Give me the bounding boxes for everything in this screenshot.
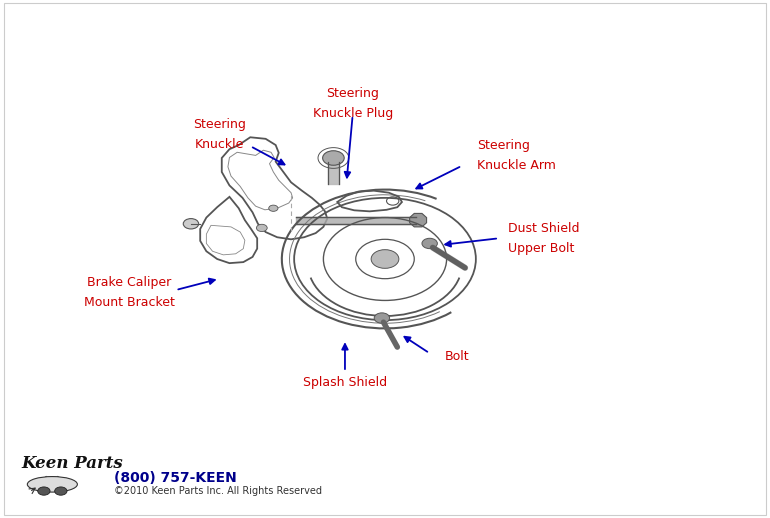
- Text: Steering: Steering: [193, 118, 246, 132]
- Circle shape: [183, 219, 199, 229]
- Circle shape: [422, 238, 437, 249]
- Text: ©2010 Keen Parts Inc. All Rights Reserved: ©2010 Keen Parts Inc. All Rights Reserve…: [114, 486, 322, 496]
- Text: (800) 757-KEEN: (800) 757-KEEN: [114, 470, 236, 485]
- Polygon shape: [410, 213, 427, 227]
- Circle shape: [323, 151, 344, 165]
- Text: Mount Bracket: Mount Bracket: [84, 296, 175, 309]
- Circle shape: [55, 487, 67, 495]
- Circle shape: [256, 224, 267, 232]
- Circle shape: [374, 313, 390, 323]
- Text: Upper Bolt: Upper Bolt: [508, 241, 574, 255]
- Text: Steering: Steering: [477, 139, 531, 152]
- Circle shape: [269, 205, 278, 211]
- Text: Bolt: Bolt: [445, 350, 470, 363]
- Circle shape: [371, 250, 399, 268]
- Text: Dust Shield: Dust Shield: [508, 222, 580, 235]
- Text: Knuckle Arm: Knuckle Arm: [477, 159, 556, 172]
- Text: Knuckle Plug: Knuckle Plug: [313, 107, 393, 120]
- Text: Knuckle: Knuckle: [195, 138, 244, 151]
- Text: Brake Caliper: Brake Caliper: [87, 276, 172, 290]
- Text: Steering: Steering: [326, 87, 379, 100]
- Text: Keen Parts: Keen Parts: [22, 455, 123, 472]
- Text: Splash Shield: Splash Shield: [303, 376, 387, 389]
- Circle shape: [38, 487, 50, 495]
- Ellipse shape: [28, 477, 77, 492]
